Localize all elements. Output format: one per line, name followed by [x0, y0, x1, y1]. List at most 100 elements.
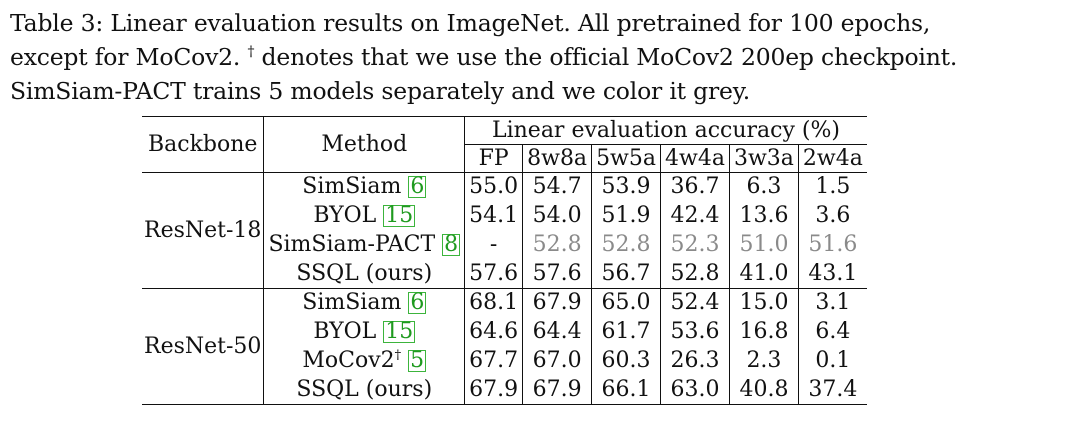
results-table: Backbone Method Linear evaluation accura… — [142, 116, 867, 405]
value-cell: 67.0 — [522, 346, 592, 376]
value-cell: 63.0 — [660, 375, 730, 405]
citation-link[interactable]: 15 — [383, 203, 416, 228]
citation-link[interactable]: 6 — [408, 290, 427, 316]
value-cell: 0.1 — [797, 346, 867, 376]
value-cell: 67.9 — [464, 375, 523, 405]
value-cell: 51.9 — [591, 201, 661, 231]
citation-number: 15 — [385, 203, 414, 228]
caption-line-2-start: except for MoCov2. — [10, 43, 248, 71]
value-cell: 52.3 — [660, 230, 730, 260]
value-cell: 42.4 — [660, 201, 730, 231]
value-cell: 1.5 — [797, 172, 867, 202]
method-name: SSQL (ours) — [296, 260, 433, 286]
caption-line-1: Table 3: Linear evaluation results on Im… — [10, 9, 931, 37]
header-col-5w5a: 5w5a — [591, 144, 661, 173]
header-accuracy-group: Linear evaluation accuracy (%) — [464, 116, 867, 145]
value-cell: 66.1 — [591, 375, 661, 405]
value-cell: 64.4 — [522, 317, 592, 347]
value-cell: 52.8 — [522, 230, 592, 260]
value-cell: 52.8 — [660, 259, 730, 289]
citation-number: 15 — [385, 319, 414, 344]
value-cell: 26.3 — [660, 346, 730, 376]
table-caption: Table 3: Linear evaluation results on Im… — [10, 6, 1072, 108]
method-cell: BYOL 15 — [263, 317, 465, 347]
backbone-cell: ResNet-50 — [144, 333, 262, 359]
dagger-mark: † — [394, 348, 402, 363]
table-row: BYOL 15 54.1 54.0 51.9 42.4 13.6 3.6 — [142, 201, 867, 231]
header-col-fp: FP — [464, 144, 523, 173]
method-cell: SimSiam 6 — [263, 288, 465, 318]
value-cell: 64.6 — [464, 317, 523, 347]
citation-number: 6 — [410, 174, 425, 200]
citation-link[interactable]: 8 — [442, 232, 461, 257]
value-cell: 54.7 — [522, 172, 592, 202]
method-name: SimSiam — [302, 174, 402, 200]
caption-line-2-end: denotes that we use the official MoCov2 … — [254, 43, 958, 71]
value-cell: 51.6 — [797, 230, 867, 260]
citation-number: 6 — [410, 290, 425, 316]
value-cell: 36.7 — [660, 172, 730, 202]
method-cell: BYOL 15 — [263, 201, 465, 231]
value-cell: 67.9 — [522, 288, 592, 318]
value-cell: 3.6 — [797, 201, 867, 231]
method-cell: MoCov2† 5 — [263, 346, 465, 376]
method-cell: SSQL (ours) — [263, 375, 465, 405]
value-cell: 13.6 — [728, 201, 799, 231]
citation-link[interactable]: 5 — [408, 350, 427, 372]
caption-line-2: except for MoCov2. † denotes that we use… — [10, 40, 1072, 74]
value-cell: 2.3 — [728, 346, 799, 376]
method-name: SimSiam — [302, 290, 402, 316]
value-cell: 6.3 — [728, 172, 799, 202]
method-name: SSQL (ours) — [296, 376, 433, 402]
table-row: MoCov2† 5 67.7 67.0 60.3 26.3 2.3 0.1 — [142, 346, 867, 376]
dagger-mark: † — [247, 44, 255, 60]
value-cell: - — [464, 230, 523, 260]
table-row: BYOL 15 64.6 64.4 61.7 53.6 16.8 6.4 — [142, 317, 867, 347]
value-cell: 43.1 — [797, 259, 867, 289]
value-cell: 57.6 — [464, 259, 523, 289]
value-cell: 41.0 — [728, 259, 799, 289]
method-name: SimSiam-PACT — [268, 232, 436, 257]
citation-number: 8 — [444, 232, 459, 257]
caption-line-3: SimSiam-PACT trains 5 models separately … — [10, 77, 750, 105]
value-cell: 67.7 — [464, 346, 523, 376]
value-cell: 56.7 — [591, 259, 661, 289]
value-cell: 53.9 — [591, 172, 661, 202]
method-name: BYOL — [313, 319, 377, 344]
value-cell: 61.7 — [591, 317, 661, 347]
value-cell: 16.8 — [728, 317, 799, 347]
citation-link[interactable]: 6 — [408, 174, 427, 200]
value-cell: 51.0 — [728, 230, 799, 260]
table-row: SimSiam-PACT 8-52.8 52.8 52.3 51.0 51.6 — [142, 230, 867, 260]
value-cell: 40.8 — [728, 375, 799, 405]
value-cell: 54.1 — [464, 201, 523, 231]
method-cell: SSQL (ours) — [263, 259, 465, 289]
value-cell: 60.3 — [591, 346, 661, 376]
backbone-cell: ResNet-18 — [144, 217, 262, 243]
value-cell: 37.4 — [797, 375, 867, 405]
method-name: MoCov2 — [302, 348, 395, 373]
value-cell: 57.6 — [522, 259, 592, 289]
value-cell: 67.9 — [522, 375, 592, 405]
value-cell: 15.0 — [728, 288, 799, 318]
value-cell: 53.6 — [660, 317, 730, 347]
value-cell: 68.1 — [464, 288, 523, 318]
value-cell: 3.1 — [797, 288, 867, 318]
table-row: ResNet-50 SimSiam 6 68.1 67.9 65.0 52.4 15.0 3.… — [142, 288, 867, 358]
value-cell: 52.4 — [660, 288, 730, 318]
value-cell: 65.0 — [591, 288, 661, 318]
value-cell: 52.8 — [591, 230, 661, 260]
header-col-3w3a: 3w3a — [728, 144, 799, 173]
table-row: ResNet-18 SimSiam 6 55.0 54.7 53.9 36.7 6.3 1.5 — [142, 172, 867, 242]
header-method: Method — [263, 116, 465, 173]
table-row: SSQL (ours) 57.6 57.6 56.7 52.8 41.0 43.1 — [142, 259, 867, 289]
method-name: BYOL — [313, 203, 377, 228]
header-col-2w4a: 2w4a — [797, 144, 867, 173]
citation-link[interactable]: 15 — [383, 319, 416, 344]
table-row: SSQL (ours) 67.9 67.9 66.1 63.0 40.8 37.4 — [142, 375, 867, 405]
value-cell: 55.0 — [464, 172, 523, 202]
header-col-8w8a: 8w8a — [522, 144, 592, 173]
method-cell: SimSiam-PACT 8 — [263, 230, 465, 260]
value-cell: 6.4 — [797, 317, 867, 347]
header-col-4w4a: 4w4a — [660, 144, 730, 173]
